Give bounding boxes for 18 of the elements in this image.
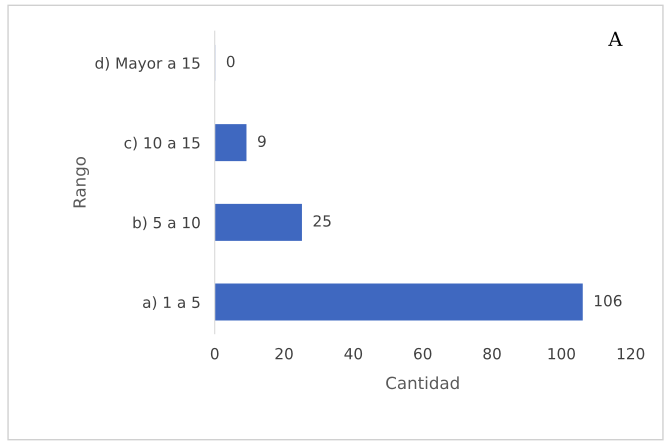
x-tick-label: 60 (414, 348, 432, 360)
x-tick-label: 80 (483, 348, 501, 360)
x-tick-label: 120 (618, 348, 644, 360)
x-axis-title: Cantidad (386, 376, 459, 390)
y-tick-label: a) 1 a 5 (143, 296, 200, 310)
y-tick-label: c) 10 a 15 (124, 136, 200, 150)
data-label: 0 (226, 56, 235, 68)
y-tick-label: b) 5 a 10 (133, 216, 200, 230)
x-tick-label: 20 (275, 348, 293, 360)
y-axis-title: Rango (73, 156, 90, 208)
y-tick-label: d) Mayor a 15 (95, 57, 200, 72)
x-tick-label: 0 (210, 348, 219, 360)
x-tick-label: 100 (548, 348, 575, 360)
data-label: 25 (314, 215, 331, 227)
annotation: A (608, 32, 623, 46)
data-label: 9 (258, 135, 266, 148)
x-tick-label: 40 (344, 348, 362, 360)
data-label: 106 (594, 294, 622, 306)
